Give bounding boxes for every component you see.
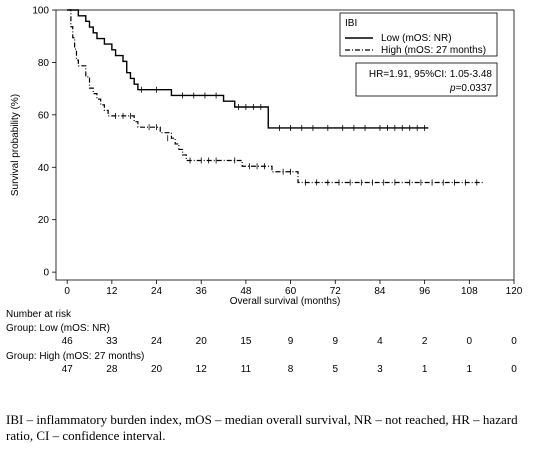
y-tick-label: 20 (38, 215, 50, 226)
x-tick-label: 0 (64, 286, 70, 297)
legend-entry-low: Low (mOS: NR) (381, 33, 452, 44)
risk-count: 20 (196, 336, 208, 347)
x-tick-label: 36 (196, 286, 208, 297)
risk-count: 1 (467, 364, 473, 375)
risk-count: 33 (106, 336, 118, 347)
x-axis-label: Overall survival (months) (230, 296, 341, 307)
risk-count: 5 (332, 364, 338, 375)
y-tick-label: 0 (43, 268, 49, 279)
risk-group-high-label: Group: High (mOS: 27 months) (6, 351, 144, 362)
x-tick-label: 96 (419, 286, 431, 297)
risk-table: Number at risk Group: Low (mOS: NR) 46 33… (6, 309, 517, 375)
survival-curve-high (67, 9, 485, 184)
risk-count: 9 (332, 336, 338, 347)
p-label: p (449, 83, 456, 94)
risk-count: 1 (422, 364, 428, 375)
series-layer (67, 9, 485, 186)
risk-row-low: 46 33 24 20 15 9 9 4 2 0 0 (62, 336, 518, 347)
x-tick-label: 72 (330, 286, 342, 297)
risk-count: 2 (422, 336, 428, 347)
risk-count: 8 (288, 364, 294, 375)
risk-count: 20 (151, 364, 163, 375)
y-axis-label: Survival probability (%) (10, 94, 21, 196)
risk-count: 28 (106, 364, 118, 375)
risk-count: 15 (240, 336, 252, 347)
stats-box-frame (355, 62, 498, 97)
y-tick-label: 80 (38, 58, 50, 69)
figure-caption: IBI – inflammatory burden index, mOS – m… (6, 412, 518, 443)
legend-entry-high: High (mOS: 27 months) (381, 45, 486, 56)
risk-count: 24 (151, 336, 163, 347)
p-value-text: p=0.0337 (449, 83, 492, 94)
risk-count: 3 (377, 364, 383, 375)
x-tick-label: 24 (151, 286, 163, 297)
hr-text: HR=1.91, 95%CI: 1.05-3.48 (369, 69, 493, 80)
x-tick-label: 12 (106, 286, 118, 297)
risk-count: 12 (196, 364, 208, 375)
x-tick-label: 60 (285, 286, 297, 297)
risk-row-high: 47 28 20 12 11 8 5 3 1 1 0 (62, 364, 518, 375)
risk-group-low-label: Group: Low (mOS: NR) (6, 323, 110, 334)
x-tick-label: 108 (461, 286, 478, 297)
x-tick-label: 120 (506, 286, 523, 297)
plot-frame (55, 9, 515, 281)
y-tick-label: 100 (32, 6, 49, 17)
x-tick-label: 48 (240, 286, 252, 297)
risk-count: 0 (467, 336, 473, 347)
legend: IBI Low (mOS: NR) High (mOS: 27 months) (339, 12, 498, 57)
risk-table-title: Number at risk (6, 309, 72, 320)
risk-count: 11 (241, 364, 252, 375)
risk-count: 0 (511, 336, 517, 347)
legend-title: IBI (345, 18, 357, 29)
x-tick-label: 84 (374, 286, 386, 297)
survival-curve-low (67, 9, 429, 129)
risk-count: 47 (62, 364, 74, 375)
risk-count: 46 (62, 336, 74, 347)
legend-box (339, 12, 498, 57)
y-tick-label: 40 (38, 163, 50, 174)
stats-box: HR=1.91, 95%CI: 1.05-3.48 p=0.0337 (355, 62, 498, 97)
p-value: =0.0337 (456, 83, 493, 94)
axes: 0 12 24 36 48 60 72 84 96 108 120 0 20 40 60 80 100 (32, 6, 522, 298)
risk-count: 9 (288, 336, 294, 347)
y-tick-label: 60 (38, 110, 50, 121)
risk-count: 0 (511, 364, 517, 375)
risk-count: 4 (377, 336, 383, 347)
